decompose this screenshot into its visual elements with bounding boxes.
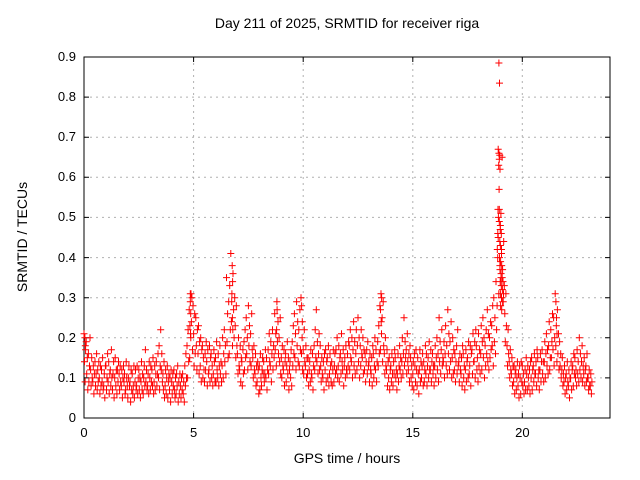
x-axis-label: GPS time / hours [293, 450, 401, 466]
tick-marks [83, 56, 610, 419]
chart-title: Day 211 of 2025, SRMTID for receiver rig… [214, 15, 480, 31]
y-tick-label: 0.2 [57, 329, 76, 345]
y-tick-label: 0.4 [57, 249, 76, 265]
plot-border [83, 56, 611, 419]
y-tick-label: 0.3 [57, 289, 76, 305]
y-tick-label: 0.1 [57, 369, 76, 385]
gridlines [84, 57, 610, 418]
page-title: Day 211 of 2025, SRMTID for receiver rig… [0, 15, 640, 31]
y-tick-label: 0 [68, 410, 76, 425]
x-tick-label: 10 [295, 425, 311, 440]
x-tick-label: 0 [80, 425, 88, 440]
y-tick-label: 0.6 [57, 169, 76, 185]
x-tick-label: 5 [189, 425, 198, 440]
x-tick-label: 20 [515, 425, 530, 440]
y-tick-label: 0.7 [57, 129, 76, 145]
x-tick-label: 15 [405, 425, 420, 440]
y-axis-label: SRMTID / TECUs [14, 181, 30, 293]
y-tick-label: 0.9 [57, 49, 76, 64]
scatter-points [80, 59, 596, 406]
y-tick-label: 0.8 [57, 89, 76, 105]
y-tick-label: 0.5 [57, 209, 76, 225]
